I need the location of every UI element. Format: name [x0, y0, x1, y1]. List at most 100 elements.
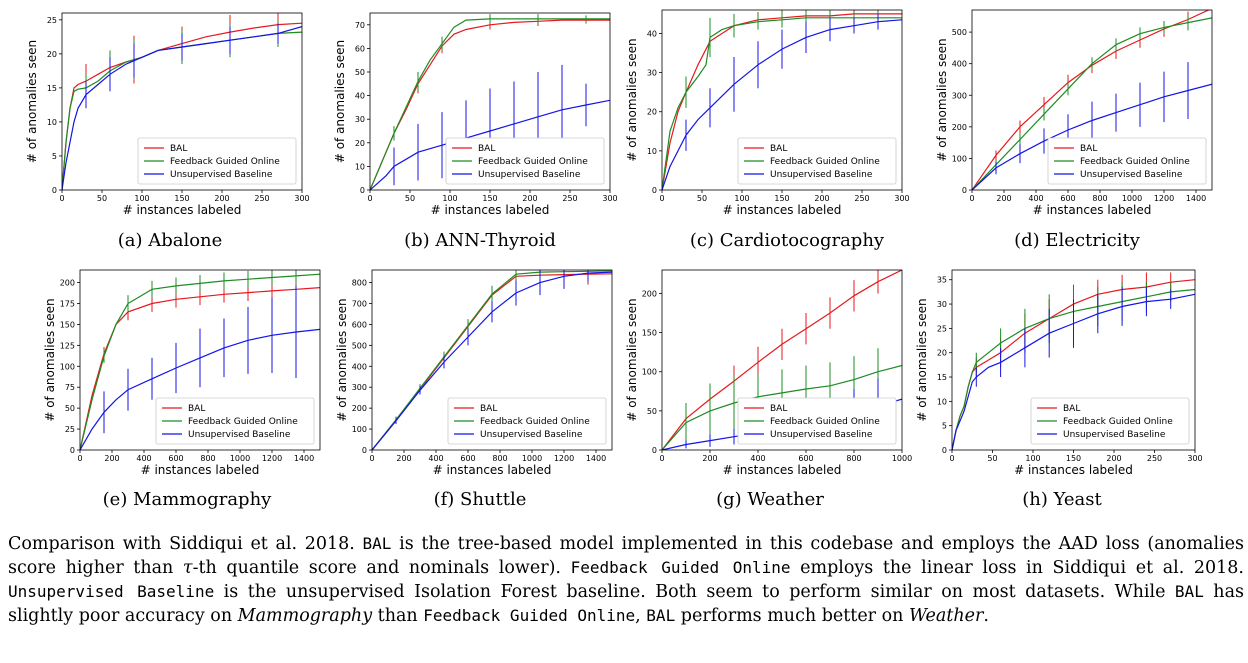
x-axis-label: # instances labeled [431, 203, 550, 217]
chart-panel: 0 50 100 150 200 250 300 0 5 10 15 20 25 30 35 # instan… [915, 269, 1203, 510]
y-tick-label: 100 [642, 368, 657, 377]
y-tick-label: 30 [937, 300, 947, 309]
x-tick-label: 200 [104, 454, 119, 463]
x-tick-label: 150 [1066, 454, 1081, 463]
subfigure-caption: (f) Shuttle [434, 489, 527, 510]
y-tick-label: 15 [47, 84, 57, 93]
y-tick-label: 5 [942, 422, 947, 431]
caption-text: is the unsupervised Isolation Forest bas… [214, 582, 1175, 602]
x-axis-label: # instances labeled [123, 203, 242, 217]
caption-code-bal: BAL [646, 606, 676, 625]
chart-panel: 0 50 100 150 200 250 300 0 5 10 15 20 25 # instances … [25, 12, 310, 251]
y-tick-label: 30 [355, 115, 365, 124]
x-tick-label: 1400 [1186, 194, 1206, 203]
x-tick-label: 800 [846, 454, 861, 463]
x-tick-label: 0 [369, 454, 374, 463]
y-tick-label: 50 [647, 407, 657, 416]
legend: BAL Feedback Guided Online Unsupervised Ba… [1047, 137, 1207, 185]
legend: BAL Feedback Guided Online Unsupervised Ba… [137, 137, 297, 185]
x-tick-label: 800 [492, 454, 507, 463]
chart-panel: 0 200 400 600 800 1000 0 50 100 150 200 # instances… [625, 269, 912, 510]
x-tick-label: 300 [294, 194, 309, 203]
x-tick-label: 200 [996, 194, 1011, 203]
y-axis-label: # of anomalies seen [333, 40, 347, 163]
y-tick-label: 40 [647, 29, 657, 38]
x-tick-label: 600 [460, 454, 475, 463]
legend-label: Unsupervised Baseline [170, 170, 273, 180]
x-tick-label: 1200 [1154, 194, 1174, 203]
x-tick-label: 100 [734, 194, 749, 203]
y-tick-label: 0 [942, 446, 947, 455]
x-tick-label: 0 [659, 454, 664, 463]
series-line-feedback-guided-online [370, 18, 610, 190]
caption-text: employs the linear loss in Siddiqui et a… [790, 558, 1244, 578]
legend-label: BAL [1063, 404, 1080, 414]
caption-italic-weather: Weather [908, 606, 984, 626]
y-tick-label: 500 [952, 28, 967, 37]
x-tick-label: 250 [562, 194, 577, 203]
x-tick-label: 1000 [230, 454, 250, 463]
legend-label: BAL [1080, 144, 1097, 154]
legend-box [137, 137, 297, 185]
x-tick-label: 0 [59, 194, 64, 203]
legend-label: Unsupervised Baseline [1063, 430, 1166, 440]
x-tick-label: 400 [1028, 194, 1043, 203]
y-tick-label: 0 [52, 186, 57, 195]
y-tick-label: 0 [962, 186, 967, 195]
caption-code-fgo: Feedback Guided Online [570, 558, 791, 577]
y-axis-label: # of anomalies seen [915, 298, 929, 421]
y-tick-label: 35 [937, 276, 947, 285]
x-tick-label: 800 [1092, 194, 1107, 203]
x-tick-label: 200 [814, 194, 829, 203]
legend-label: Unsupervised Baseline [188, 430, 291, 440]
y-tick-label: 10 [647, 147, 657, 156]
legend-label: Unsupervised Baseline [1080, 170, 1183, 180]
legend-label: Feedback Guided Online [170, 157, 280, 167]
series-line-unsupervised-baseline [662, 19, 902, 190]
x-axis-label: # instances labeled [141, 463, 260, 477]
x-tick-label: 1000 [1122, 194, 1142, 203]
x-tick-label: 250 [854, 194, 869, 203]
plot-area [952, 272, 1195, 450]
y-tick-label: 400 [952, 60, 967, 69]
y-tick-label: 0 [360, 186, 365, 195]
caption-code-fgo: Feedback Guided Online [423, 606, 636, 625]
legend-box [737, 137, 897, 185]
legend-box [445, 137, 605, 185]
y-tick-label: 20 [47, 50, 57, 59]
plot-area [62, 13, 302, 190]
x-tick-label: 1200 [262, 454, 282, 463]
x-tick-label: 1000 [522, 454, 542, 463]
legend-label: BAL [480, 404, 497, 414]
chart-panel: 0 200 400 600 800 1000 1200 1400 0 100 200 300 400 50… [935, 9, 1213, 251]
x-tick-label: 300 [602, 194, 617, 203]
x-tick-label: 100 [442, 194, 457, 203]
legend-label: Feedback Guided Online [770, 157, 880, 167]
x-tick-label: 0 [77, 454, 82, 463]
legend-label: BAL [770, 404, 787, 414]
chart-panel: 0 50 100 150 200 250 300 0 10 20 30 40 50 60 70 # insta… [333, 12, 618, 251]
x-axis-label: # instances labeled [723, 463, 842, 477]
y-tick-label: 100 [60, 362, 75, 371]
x-tick-label: 1000 [892, 454, 912, 463]
x-axis-label: # instances labeled [1033, 203, 1152, 217]
plot-area [972, 10, 1212, 190]
x-tick-label: 300 [1187, 454, 1202, 463]
plot-area [662, 10, 902, 190]
y-axis-label: # of anomalies seen [625, 298, 639, 421]
subfigure-caption: (h) Yeast [1022, 489, 1102, 510]
y-axis-label: # of anomalies seen [25, 40, 39, 163]
x-tick-label: 0 [949, 454, 954, 463]
y-tick-label: 10 [937, 397, 947, 406]
x-tick-label: 0 [659, 194, 664, 203]
x-tick-label: 1200 [554, 454, 574, 463]
caption-text: Comparison with Siddiqui et al. 2018. [8, 534, 363, 554]
legend-label: Feedback Guided Online [188, 417, 298, 427]
y-tick-label: 125 [60, 341, 75, 350]
x-tick-label: 400 [136, 454, 151, 463]
x-tick-label: 50 [405, 194, 415, 203]
x-tick-label: 600 [798, 454, 813, 463]
legend-label: Unsupervised Baseline [770, 430, 873, 440]
y-axis-label: # of anomalies seen [335, 298, 349, 421]
y-tick-label: 50 [65, 404, 75, 413]
